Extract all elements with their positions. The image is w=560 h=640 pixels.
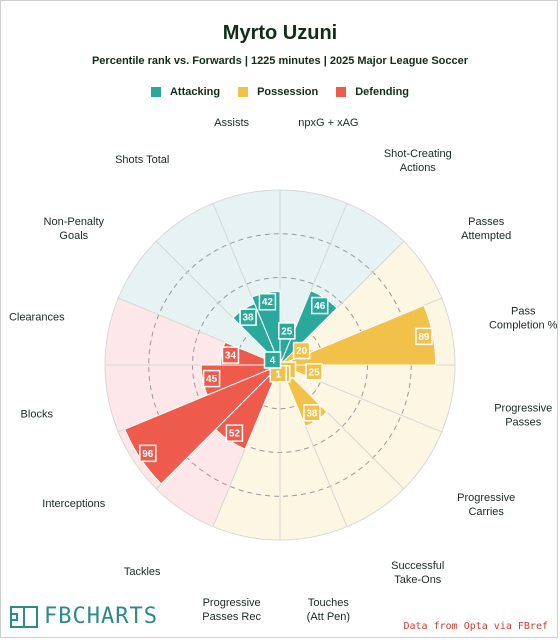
legend: Attacking Possession Defending — [0, 86, 560, 98]
sector-bg-touches-att-pen — [280, 365, 347, 540]
value-badge-interceptions — [139, 444, 157, 463]
value-badge-progressive-passes — [305, 363, 323, 381]
legend-label-possession: Possession — [257, 86, 319, 98]
value-label-pass-completion: 89 — [418, 332, 430, 343]
axis-label-npxg-xag: npxG + xAG — [298, 117, 358, 129]
value-label-clearances: 34 — [225, 351, 237, 362]
value-badge-successful-take-ons — [303, 404, 321, 422]
value-label-tackles: 52 — [229, 429, 241, 440]
legend-item-attacking: Attacking — [150, 86, 221, 98]
axis-label-progressive-carries: Progressive Carries — [457, 492, 515, 518]
axis-label-interceptions: Interceptions — [42, 498, 105, 510]
axis-label-shot-creating-actions: Shot-Creating Actions — [384, 148, 452, 174]
sector-bg-passes-attempted — [280, 241, 442, 365]
axis-label-clearances: Clearances — [9, 312, 65, 324]
value-badge-non-penalty-goals — [263, 351, 282, 369]
legend-label-defending: Defending — [355, 86, 410, 98]
data-source: Data from Opta via FBref — [403, 621, 549, 632]
value-label-non-penalty-goals: 4 — [270, 355, 276, 366]
value-badge-tackles — [225, 424, 244, 442]
value-label-shot-creating-actions: 46 — [314, 301, 326, 312]
legend-swatch-attacking — [150, 87, 161, 97]
axis-label-pass-completion: Pass Completion % — [489, 306, 558, 332]
sector-bg-progressive-carries — [280, 365, 442, 489]
value-label-npxg-xag: 25 — [281, 326, 293, 337]
legend-item-possession: Possession — [238, 86, 318, 98]
value-badge-shot-creating-actions — [310, 296, 329, 315]
value-label-progressive-passes: 25 — [309, 367, 321, 378]
value-badge-blocks — [202, 369, 221, 388]
bar-blocks — [200, 364, 281, 396]
pitch-icon — [10, 605, 38, 628]
axis-label-progressive-passes: Progressive Passes — [494, 402, 552, 428]
value-label-progressive-passes-rec: 1 — [275, 369, 281, 380]
legend-label-attacking: Attacking — [169, 86, 221, 98]
value-label-blocks: 45 — [206, 374, 218, 385]
value-label-shots-total: 38 — [242, 313, 254, 324]
value-badge-clearances — [221, 346, 240, 364]
sector-bg-npxg-xag — [280, 190, 347, 365]
legend-swatch-defending — [336, 87, 347, 97]
axis-label-progressive-passes-rec: Progressive Passes Rec — [202, 597, 261, 623]
brand-name: FBCHARTS — [44, 604, 158, 629]
brand-logo: FBCHARTS — [10, 604, 158, 629]
axis-label-tackles: Tackles — [124, 566, 161, 578]
axis-label-passes-attempted: Passes Attempted — [461, 216, 511, 242]
value-label-assists: 42 — [262, 297, 274, 308]
axis-label-successful-take-ons: Successful Take-Ons — [391, 560, 444, 586]
legend-swatch-possession — [238, 87, 249, 97]
value-badge-pass-completion — [415, 327, 433, 346]
value-label-passes-attempted: 20 — [296, 346, 308, 357]
value-badge-npxg-xag — [278, 322, 296, 340]
legend-item-defending: Defending — [336, 86, 409, 98]
axis-label-shots-total: Shots Total — [115, 154, 169, 166]
axis-label-non-penalty-goals: Non-Penalty Goals — [44, 216, 105, 242]
axis-label-touches-att-pen: Touches (Att Pen) — [307, 597, 350, 623]
axis-label-assists: Assists — [214, 117, 249, 129]
value-label-interceptions: 96 — [142, 449, 154, 460]
value-badge-passes-attempted — [292, 341, 311, 360]
chart-subtitle: Percentile rank vs. Forwards | 1225 minu… — [91, 55, 469, 67]
chart-title: Myrto Uzuni — [222, 22, 338, 44]
axis-label-blocks: Blocks — [21, 408, 54, 420]
bar-pass-completion — [279, 304, 437, 366]
sector-bg-progressive-passes-rec — [213, 365, 280, 540]
sector-bg-progressive-passes — [280, 365, 455, 432]
value-badge-shots-total — [239, 308, 257, 326]
value-label-successful-take-ons: 38 — [306, 408, 318, 419]
sector-bg-non-penalty-goals — [118, 241, 281, 365]
value-badge-assists — [258, 292, 277, 311]
